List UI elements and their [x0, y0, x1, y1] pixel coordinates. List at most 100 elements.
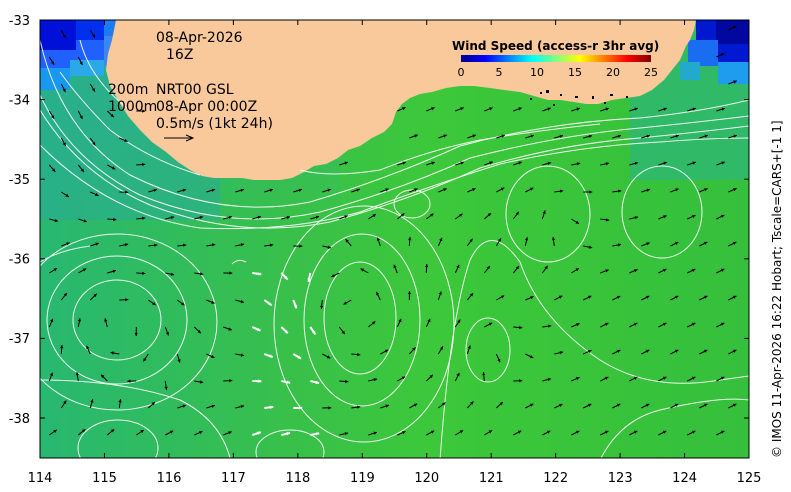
current-arrow-head	[66, 242, 70, 246]
current-arrow-head	[559, 403, 563, 407]
current-arrow-head	[92, 88, 95, 92]
current-arrow-head	[414, 134, 418, 138]
current-arrow-head	[438, 291, 442, 295]
current-arrow-head	[732, 241, 737, 245]
current-arrow-head	[425, 264, 429, 268]
current-arrow-head	[589, 190, 593, 194]
current-arrow-head	[576, 107, 580, 111]
current-arrow-head	[429, 374, 433, 379]
current-arrow-head	[646, 188, 650, 192]
current-arrow-head	[81, 429, 86, 433]
current-arrow-head	[345, 239, 349, 243]
current-arrow-head	[344, 432, 349, 436]
depth-200-label: 200m	[108, 82, 148, 98]
date-label: 08-Apr-2026	[156, 30, 243, 46]
current-arrow-head	[460, 161, 464, 165]
current-arrow-head	[633, 376, 638, 380]
current-arrow-head	[588, 245, 593, 249]
current-arrow-head	[165, 331, 169, 336]
current-arrow-head	[286, 432, 291, 436]
colorbar-tick: 15	[568, 66, 582, 79]
current-arrow-head	[269, 188, 273, 192]
current-arrow-head	[211, 243, 216, 247]
current-arrow-head	[142, 162, 146, 167]
current-arrow-head	[182, 188, 186, 192]
current-arrow-head	[327, 188, 331, 192]
current-arrow-head	[431, 161, 435, 165]
current-arrow-head	[469, 238, 473, 243]
current-arrow-head	[469, 293, 474, 297]
current-arrow-head	[691, 430, 696, 434]
current-arrow-head	[240, 404, 245, 409]
current-arrow-head	[500, 187, 505, 191]
current-arrow-head	[118, 399, 122, 403]
current-arrow-head	[501, 134, 505, 138]
current-arrow-head	[307, 278, 311, 282]
current-arrow-head	[124, 138, 128, 142]
current-arrow-head	[50, 318, 54, 323]
current-arrow-head	[384, 349, 389, 353]
plot-area	[40, 20, 749, 458]
current-arrow-head	[402, 431, 406, 435]
current-arrow-head	[634, 161, 638, 165]
current-arrow-head	[663, 215, 667, 219]
current-arrow-head	[720, 430, 725, 434]
colorbar-tick: 10	[530, 66, 544, 79]
current-arrow-head	[721, 53, 725, 57]
current-arrow-head	[443, 134, 447, 138]
current-arrow-head	[343, 301, 347, 305]
current-arrow-head	[83, 219, 87, 223]
current-arrow-head	[169, 430, 174, 434]
current-arrow-head	[587, 295, 592, 299]
current-arrow-head	[376, 237, 381, 241]
current-arrow-head	[408, 237, 412, 241]
current-arrow-head	[269, 354, 273, 358]
current-arrow-head	[618, 189, 622, 193]
current-arrow-head	[113, 217, 117, 222]
current-arrow-head	[617, 243, 622, 247]
current-arrow-head	[320, 305, 324, 309]
map-annotations: 08-Apr-2026 16Z 200m NRT00 GSL 1000m 08-…	[108, 30, 273, 142]
current-arrow-head	[675, 188, 679, 192]
lon-tick-label: 117	[221, 471, 246, 486]
current-arrow-head	[691, 322, 696, 326]
current-arrow-head	[315, 432, 320, 436]
lon-tick-label: 119	[350, 471, 375, 486]
colorbar-title: Wind Speed (access-r 3hr avg)	[452, 39, 659, 53]
current-arrow-head	[616, 349, 621, 353]
current-arrow-head	[588, 350, 592, 353]
current-arrow-head	[124, 243, 129, 247]
current-arrow-head	[297, 355, 302, 359]
current-arrow-head	[60, 345, 64, 349]
current-arrow-head	[86, 345, 90, 350]
current-arrow-head	[101, 374, 105, 378]
current-arrow-head	[257, 327, 261, 331]
current-arrow-head	[164, 386, 168, 390]
current-arrow-head	[112, 269, 116, 273]
current-arrow-head	[634, 216, 639, 220]
current-arrow-head	[732, 25, 737, 29]
coastal-features	[530, 90, 628, 106]
current-arrow-head	[127, 379, 131, 383]
current-arrow-head	[228, 431, 232, 435]
lat-tick-label: -34	[9, 94, 30, 109]
current-arrow-head	[547, 161, 551, 165]
current-arrow-head	[51, 115, 55, 119]
current-arrow-head	[662, 376, 667, 380]
current-arrow-head	[662, 430, 667, 434]
current-arrow-head	[663, 107, 667, 111]
current-arrow-head	[299, 406, 303, 410]
colorbar: Wind Speed (access-r 3hr avg) 0 5 10 15 …	[452, 39, 659, 79]
current-arrow-head	[376, 291, 380, 296]
current-arrow-head	[720, 322, 725, 326]
current-arrow-head	[53, 268, 57, 272]
colorbar-tick: 20	[606, 66, 620, 79]
current-arrow-head	[487, 213, 492, 217]
current-arrow-head	[258, 272, 262, 276]
current-arrow-head	[328, 406, 332, 410]
current-arrow-head	[140, 430, 144, 434]
lat-tick-label: -33	[9, 14, 30, 29]
current-arrow-head	[674, 403, 679, 407]
current-arrow-head	[401, 376, 406, 380]
current-arrow-head	[229, 379, 233, 383]
